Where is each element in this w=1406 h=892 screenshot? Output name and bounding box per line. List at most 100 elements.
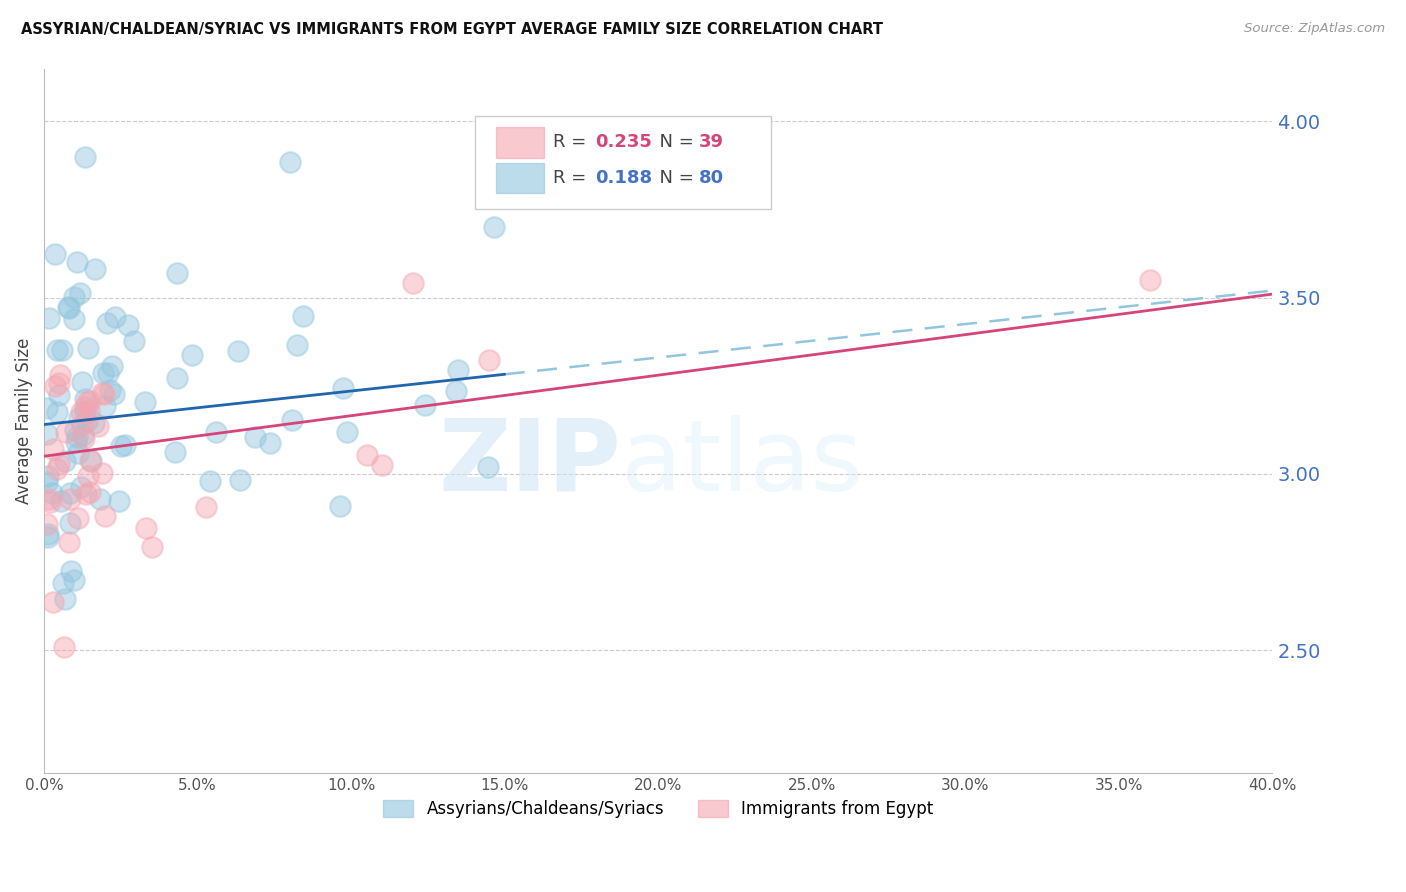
Point	[79, 393, 101, 408]
Point	[332, 382, 354, 396]
Point	[58, 301, 80, 315]
Point	[117, 318, 139, 333]
Point	[447, 362, 470, 376]
Point	[51, 343, 73, 357]
Point	[70, 479, 93, 493]
Point	[80, 454, 103, 468]
Point	[75, 487, 97, 501]
Point	[48, 376, 70, 390]
Point	[477, 460, 499, 475]
Point	[226, 343, 249, 358]
Point	[37, 401, 59, 415]
Legend: Assyrians/Chaldeans/Syriacs, Immigrants from Egypt: Assyrians/Chaldeans/Syriacs, Immigrants …	[377, 794, 939, 825]
Point	[58, 535, 80, 549]
Point	[38, 492, 60, 507]
Point	[96, 317, 118, 331]
Point	[89, 492, 111, 507]
Text: 39: 39	[699, 134, 724, 152]
Point	[76, 414, 98, 428]
Point	[79, 452, 101, 467]
Point	[44, 247, 66, 261]
Text: N =: N =	[648, 134, 700, 152]
Point	[53, 591, 76, 606]
Point	[59, 486, 82, 500]
Point	[73, 150, 96, 164]
Point	[336, 425, 359, 440]
Point	[103, 387, 125, 401]
Point	[97, 367, 120, 381]
Point	[205, 425, 228, 440]
Point	[93, 386, 115, 401]
Point	[41, 442, 63, 457]
Point	[482, 220, 505, 235]
Text: R =: R =	[553, 134, 592, 152]
Text: R =: R =	[553, 169, 592, 187]
Point	[141, 541, 163, 555]
Point	[63, 573, 86, 587]
Point	[41, 486, 63, 500]
Point	[181, 348, 204, 362]
Point	[166, 371, 188, 385]
Point	[77, 469, 100, 483]
Point	[198, 474, 221, 488]
Point	[87, 418, 110, 433]
Point	[278, 155, 301, 169]
Point	[48, 457, 70, 471]
Point	[37, 475, 59, 489]
Point	[59, 491, 82, 506]
Point	[101, 359, 124, 374]
Point	[53, 640, 76, 654]
Point	[37, 530, 59, 544]
Point	[77, 342, 100, 356]
Point	[259, 436, 281, 450]
Point	[65, 435, 87, 450]
Point	[83, 416, 105, 430]
Point	[285, 337, 308, 351]
Point	[165, 445, 187, 459]
Point	[444, 384, 467, 398]
Point	[66, 255, 89, 269]
Point	[243, 430, 266, 444]
Point	[79, 485, 101, 500]
Point	[122, 334, 145, 349]
Point	[59, 564, 82, 578]
Point	[67, 410, 90, 425]
Point	[77, 404, 100, 418]
Point	[37, 526, 59, 541]
Point	[37, 469, 59, 483]
Point	[45, 343, 67, 358]
Point	[134, 395, 156, 409]
Point	[75, 404, 97, 418]
Text: atlas: atlas	[621, 415, 863, 512]
Point	[48, 388, 70, 402]
Text: 0.188: 0.188	[595, 169, 652, 187]
Point	[166, 266, 188, 280]
Point	[39, 495, 62, 509]
Point	[83, 262, 105, 277]
Point	[42, 595, 65, 609]
Point	[46, 462, 69, 476]
Text: Source: ZipAtlas.com: Source: ZipAtlas.com	[1244, 22, 1385, 36]
Point	[1139, 273, 1161, 287]
Point	[91, 366, 114, 380]
Point	[49, 368, 72, 382]
Point	[63, 423, 86, 437]
Point	[228, 473, 250, 487]
Point	[51, 493, 73, 508]
Y-axis label: Average Family Size: Average Family Size	[15, 338, 32, 504]
Point	[108, 494, 131, 508]
Point	[76, 395, 98, 409]
Point	[62, 312, 84, 326]
Point	[72, 375, 94, 389]
Point	[114, 438, 136, 452]
Point	[44, 379, 66, 393]
Point	[62, 290, 84, 304]
Point	[37, 427, 59, 442]
Point	[73, 401, 96, 415]
Point	[94, 508, 117, 523]
Point	[415, 398, 437, 412]
Point	[46, 405, 69, 419]
Point	[72, 427, 94, 442]
Point	[75, 392, 97, 406]
Point	[91, 466, 114, 480]
